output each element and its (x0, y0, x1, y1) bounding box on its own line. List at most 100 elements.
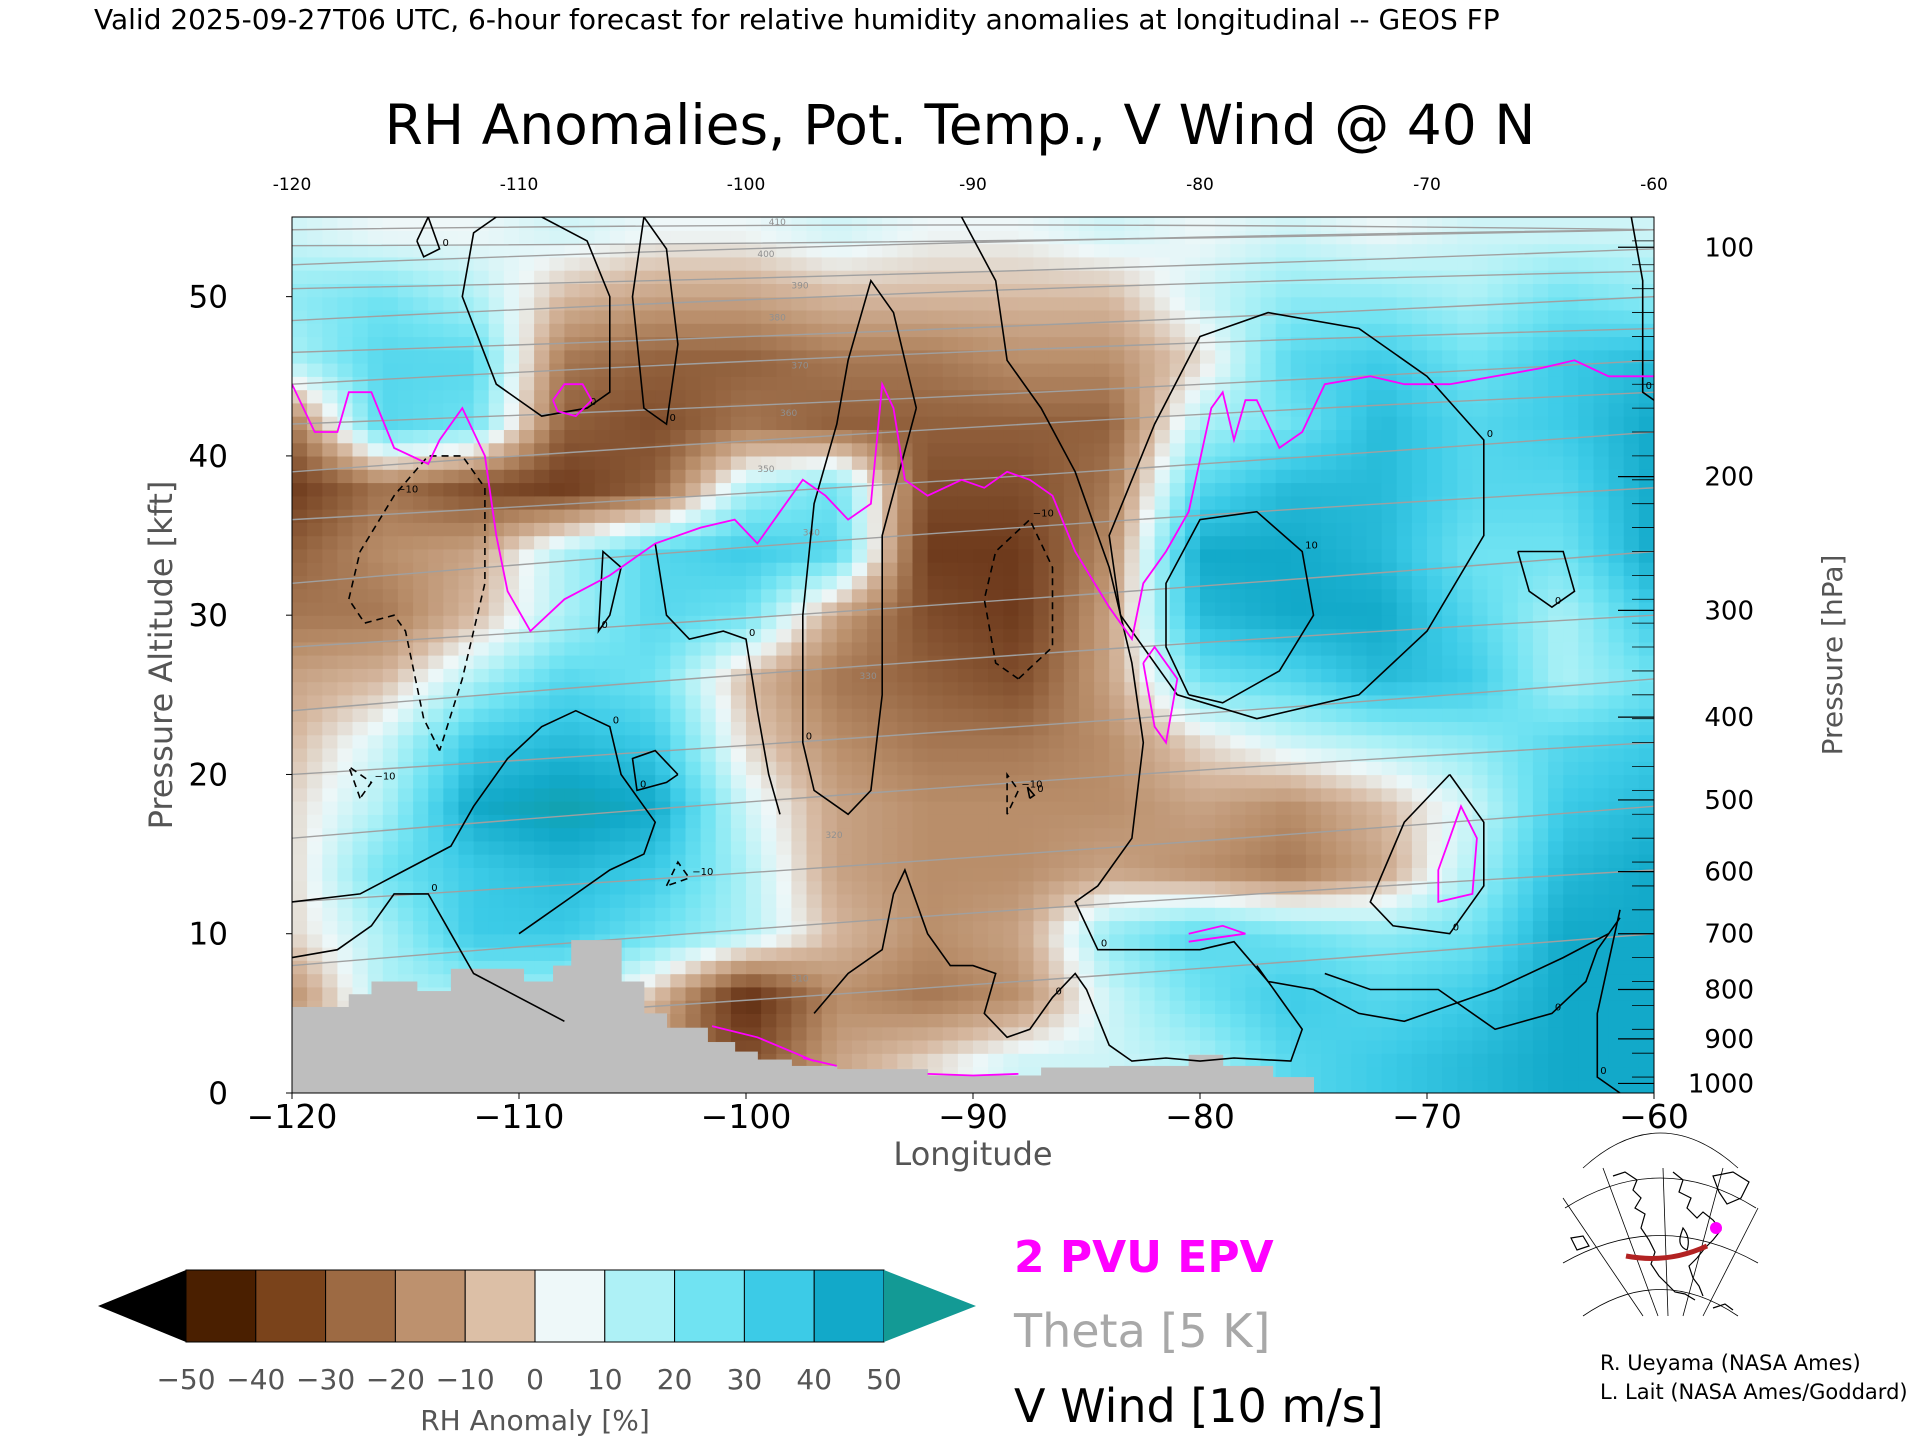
rh-cell (776, 681, 792, 696)
rh-cell (927, 907, 944, 922)
rh-cell (1548, 416, 1564, 430)
rh-cell (1487, 628, 1504, 643)
rh-cell (1078, 548, 1095, 563)
rh-cell (1078, 442, 1095, 457)
rh-cell (1336, 628, 1352, 643)
rh-cell (1124, 920, 1140, 935)
rh-cell (776, 973, 792, 988)
rh-cell (897, 1013, 913, 1028)
rh-cell (1487, 535, 1504, 550)
rh-cell (1336, 615, 1352, 630)
rh-cell (836, 721, 853, 736)
rh-cell (307, 827, 323, 842)
rh-cell (836, 880, 853, 895)
rh-cell (473, 562, 490, 576)
rh-cell (1472, 973, 1489, 988)
rh-cell (503, 615, 520, 630)
rh-cell (776, 509, 792, 523)
rh-cell (730, 681, 747, 696)
rh-cell (473, 349, 490, 364)
rh-cell (564, 840, 581, 855)
rh-cell (1321, 402, 1337, 417)
rh-cell (1411, 721, 1428, 736)
rh-cell (458, 721, 475, 736)
rh-cell (776, 548, 792, 563)
rh-cell (367, 801, 384, 815)
rh-cell (746, 548, 762, 563)
rh-cell (1048, 801, 1065, 815)
rh-cell (1154, 1000, 1171, 1014)
rh-cell (1336, 1053, 1352, 1068)
rh-cell (292, 708, 308, 722)
rh-cell (1517, 854, 1534, 868)
rh-cell (473, 668, 490, 683)
rh-cell (1048, 933, 1065, 948)
rh-cell (519, 747, 535, 762)
rh-cell (1003, 1039, 1019, 1054)
rh-cell (1003, 601, 1019, 616)
rh-cell (1593, 681, 1610, 696)
rh-cell (746, 482, 762, 497)
rh-cell (1548, 880, 1564, 895)
rh-cell (1048, 893, 1065, 908)
rh-cell (1215, 1013, 1231, 1028)
rh-cell (882, 933, 898, 948)
rh-cell (1063, 840, 1080, 855)
rh-cell (534, 840, 550, 855)
rh-cell (957, 827, 974, 842)
rh-cell (973, 469, 989, 484)
rh-cell (1457, 933, 1473, 948)
rh-cell (1563, 495, 1579, 510)
rh-cell (685, 509, 702, 523)
rh-cell (821, 681, 838, 696)
rh-cell (927, 655, 944, 669)
rh-cell (670, 509, 686, 523)
rh-cell (322, 747, 338, 762)
rh-cell (1442, 960, 1458, 975)
rh-cell (867, 522, 883, 537)
rh-cell (1502, 907, 1519, 922)
rh-cell (1275, 893, 1292, 908)
rh-cell (761, 601, 777, 616)
rh-cell (761, 402, 777, 417)
rh-cell (307, 933, 323, 948)
rh-cell (1563, 880, 1579, 895)
rh-cell (1593, 655, 1610, 669)
rh-cell (1396, 893, 1413, 908)
rh-cell (1321, 933, 1337, 948)
rh-cell (1593, 601, 1610, 616)
rh-cell (473, 655, 490, 669)
rh-cell (1094, 761, 1110, 776)
rh-cell (1623, 761, 1640, 776)
rh-cell (473, 615, 490, 630)
rh-cell (1411, 1066, 1428, 1081)
rh-cell (746, 893, 762, 908)
rh-cell (670, 814, 686, 829)
rh-cell (1548, 986, 1564, 1001)
rh-cell (761, 615, 777, 630)
rh-cell (821, 867, 838, 882)
rh-cell (1608, 960, 1625, 975)
rh-cell (973, 495, 989, 510)
rh-cell (882, 402, 898, 417)
rh-cell (1427, 628, 1443, 643)
rh-cell (1563, 455, 1579, 470)
rh-cell (927, 628, 944, 643)
rh-cell (927, 747, 944, 762)
rh-cell (1487, 1039, 1504, 1054)
rh-cell (367, 641, 384, 656)
rh-cell (1578, 668, 1594, 683)
rh-cell (1154, 641, 1171, 656)
rh-cell (882, 694, 898, 709)
rh-cell (791, 681, 808, 696)
rh-cell (1033, 827, 1050, 842)
rh-cell (397, 880, 414, 895)
rh-cell (549, 509, 565, 523)
rh-cell (1487, 840, 1504, 855)
rh-cell (564, 562, 581, 576)
rh-cell (473, 416, 490, 430)
rh-cell (594, 854, 611, 868)
rh-cell (746, 601, 762, 616)
rh-cell (1411, 1026, 1428, 1041)
rh-cell (761, 814, 777, 829)
